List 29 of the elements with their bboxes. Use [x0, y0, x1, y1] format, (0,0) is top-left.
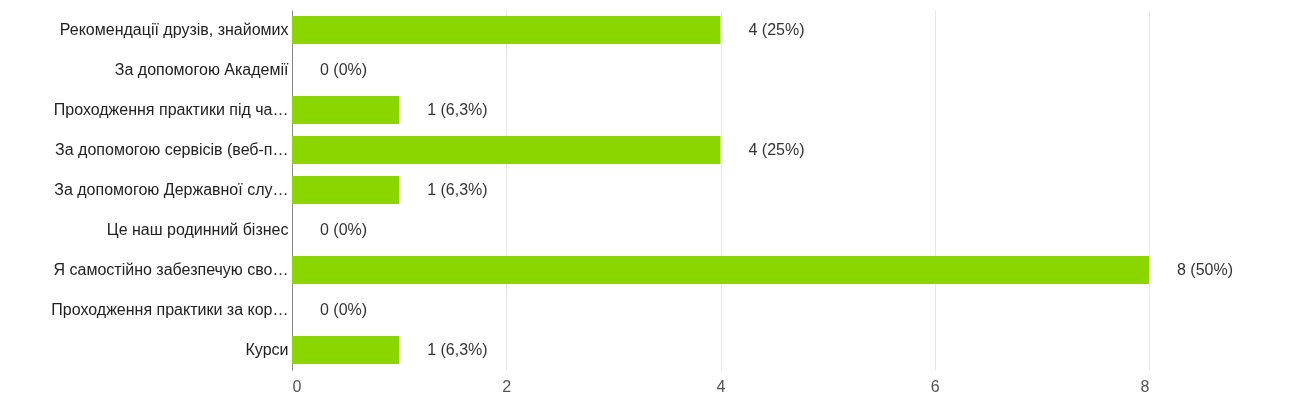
data-label: 0 (0%) — [320, 301, 368, 318]
x-tick-label: 6 — [930, 377, 940, 395]
data-label: 4 (25%) — [748, 21, 805, 38]
y-tick-label: Курси — [245, 341, 289, 358]
bar — [292, 176, 400, 204]
y-tick-label: За допомогою сервісів (веб-п… — [55, 141, 289, 158]
y-tick-label: Це наш родинний бізнес — [106, 221, 289, 238]
data-label: 1 (6,3%) — [427, 341, 488, 358]
x-tick-label: 2 — [502, 377, 512, 395]
bar — [292, 96, 400, 124]
x-tick-label: 0 — [292, 377, 302, 395]
bar — [292, 336, 400, 364]
data-label: 8 (50%) — [1177, 261, 1234, 278]
x-tick-label: 4 — [716, 377, 726, 395]
y-tick-label: Проходження практики за кор… — [51, 301, 289, 318]
data-label: 1 (6,3%) — [427, 101, 488, 118]
bar — [292, 16, 721, 44]
bar — [292, 256, 1149, 284]
data-label: 0 (0%) — [320, 61, 368, 78]
data-label: 1 (6,3%) — [427, 181, 488, 198]
y-tick-label: Я самостійно забезпечую сво… — [53, 261, 289, 278]
y-tick-label: Проходження практики під ча… — [53, 101, 289, 118]
y-tick-label: За допомогою Державної слу… — [54, 181, 289, 198]
y-tick-label: За допомогою Академії — [114, 61, 290, 78]
x-tick-label: 8 — [1140, 377, 1150, 395]
data-label: 0 (0%) — [320, 221, 368, 238]
data-label: 4 (25%) — [748, 141, 805, 158]
bar — [292, 136, 721, 164]
y-tick-label: Рекомендації друзів, знайомих — [59, 21, 289, 38]
